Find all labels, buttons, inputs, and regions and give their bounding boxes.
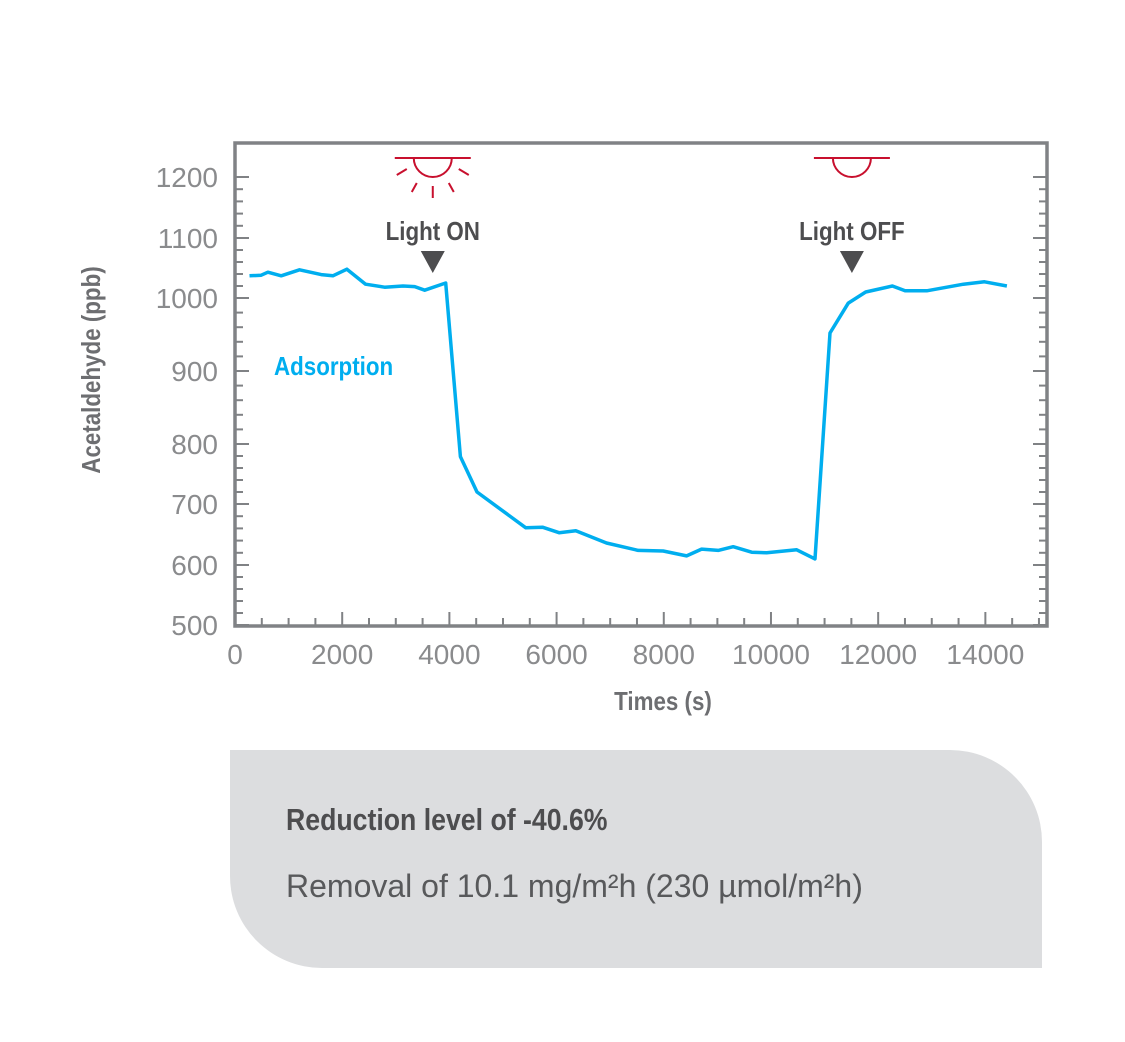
removal-detail: Removal of 10.1 mg/m²h (230 µmol/m²h) — [286, 868, 863, 904]
annotations: Light ON Light OFF — [386, 157, 905, 273]
x-tick-label: 14000 — [946, 639, 1024, 670]
y-axis-title: Acetaldehyde (ppb) — [77, 266, 106, 473]
x-tick-labels: 0 2000 4000 6000 8000 10000 12000 14000 — [227, 639, 1024, 670]
y-tick-label: 1000 — [156, 283, 218, 314]
y-tick-label: 1200 — [156, 162, 218, 193]
x-tick-label: 12000 — [839, 639, 917, 670]
lamp-bulb — [831, 157, 872, 178]
axis-ticks — [235, 176, 1047, 626]
y-tick-label: 800 — [171, 429, 218, 460]
x-tick-label: 4000 — [418, 639, 480, 670]
y-tick-label: 700 — [171, 489, 218, 520]
summary-panel: Reduction level of -40.6% Removal of 10.… — [230, 750, 1042, 968]
lamp-bulb — [412, 157, 453, 178]
light-ray — [458, 168, 470, 176]
light-ray — [447, 182, 455, 193]
light-on-icon — [394, 157, 471, 198]
x-tick-label: 10000 — [732, 639, 810, 670]
light-off-icon — [813, 157, 890, 178]
x-tick-label: 6000 — [525, 639, 587, 670]
series-label-adsorption: Adsorption — [274, 352, 393, 381]
down-arrow-marker — [420, 251, 445, 273]
reduction-headline: Reduction level of -40.6% — [286, 802, 608, 837]
x-axis-title: Times (s) — [614, 687, 712, 716]
annotation-label: Light ON — [386, 217, 480, 246]
light-ray — [410, 182, 418, 193]
y-tick-label: 1100 — [158, 223, 218, 254]
y-tick-labels: 500 600 700 800 900 1000 1100 1200 — [156, 162, 218, 641]
down-arrow-marker — [839, 251, 864, 273]
plot-frame — [233, 141, 1049, 628]
y-tick-label: 500 — [171, 610, 218, 641]
series-line-adsorption — [249, 267, 1008, 561]
x-tick-label: 2000 — [311, 639, 373, 670]
acetaldehyde-chart: 0 2000 4000 6000 8000 10000 12000 14000 500 600 7… — [77, 141, 1049, 716]
x-tick-label: 8000 — [633, 639, 695, 670]
y-tick-label: 600 — [171, 550, 218, 581]
x-tick-label: 0 — [227, 639, 243, 670]
y-tick-label: 900 — [171, 356, 218, 387]
light-ray — [396, 168, 408, 176]
annotation-label: Light OFF — [799, 217, 904, 246]
